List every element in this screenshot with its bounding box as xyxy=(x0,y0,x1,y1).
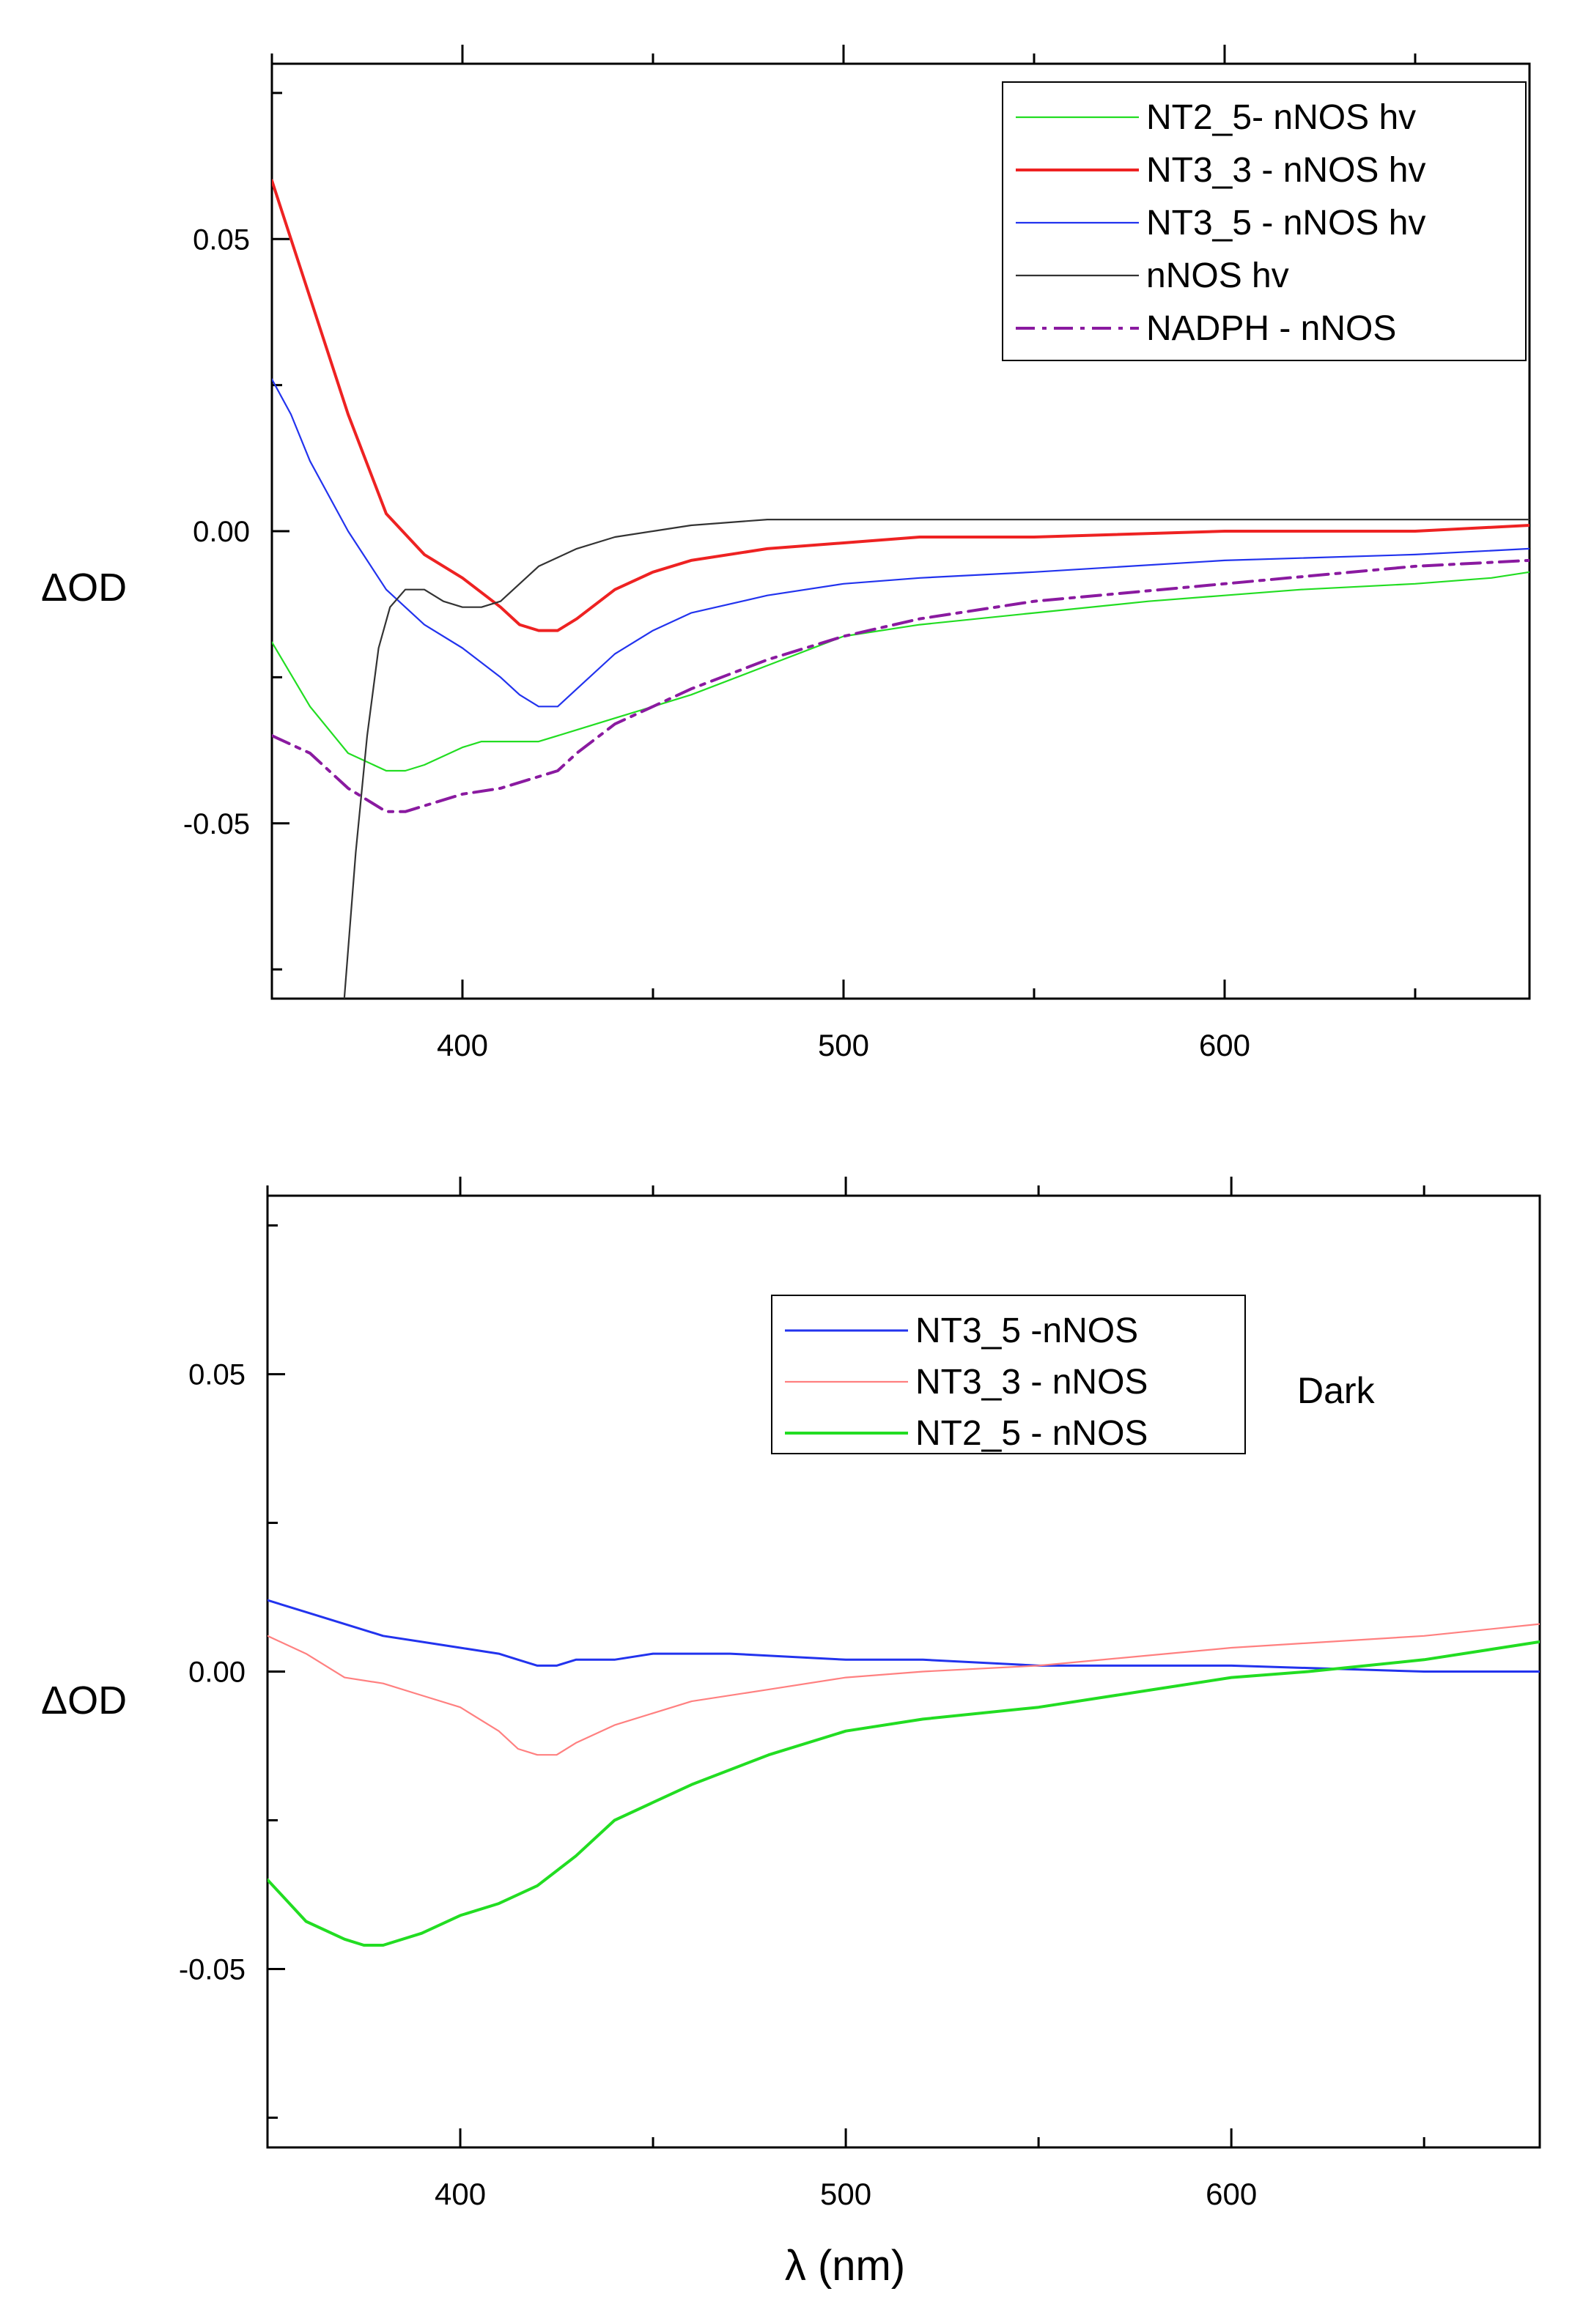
legend-label: NADPH - nNOS xyxy=(1146,309,1396,348)
annotation-dark: Dark xyxy=(1297,1370,1376,1411)
series-line xyxy=(272,378,1529,708)
legend-label: NT3_3 - nNOS xyxy=(915,1363,1148,1402)
y-tick-label: 0.05 xyxy=(193,223,250,256)
series-line xyxy=(272,571,1529,772)
series-line xyxy=(272,179,1529,632)
panel-bottom: 400 500 600 0.05 0.00 -0.05 ΔOD λ (nm) Dark NT3_5… xyxy=(41,1177,1541,2290)
x-tick-label: 400 xyxy=(437,1028,488,1062)
x-tick-label: 400 xyxy=(435,2177,486,2211)
y-tick-label: 0.05 xyxy=(188,1359,246,1391)
x-tick-label: 500 xyxy=(820,2177,871,2211)
legend-label: NT3_5 - nNOS hv xyxy=(1146,204,1425,243)
x-axis-label: λ (nm) xyxy=(785,2242,905,2290)
y-axis-label: ΔOD xyxy=(41,1679,127,1722)
legend-label: nNOS hv xyxy=(1146,256,1289,295)
legend-box xyxy=(1002,81,1527,361)
y-tick-label: -0.05 xyxy=(179,1953,246,1986)
x-tick-label: 500 xyxy=(818,1028,869,1062)
legend-label: NT3_5 -nNOS xyxy=(915,1311,1138,1350)
x-tick-label: 600 xyxy=(1206,2177,1257,2211)
series-line xyxy=(272,558,1529,813)
series-line xyxy=(267,1623,1540,1756)
legend-box xyxy=(771,1295,1246,1454)
x-tick-label: 600 xyxy=(1199,1028,1250,1062)
y-tick-label: -0.05 xyxy=(183,808,250,840)
panel-top: 400 500 600 0.05 0.00 -0.05 ΔOD NT2_5- nNOS hv N… xyxy=(41,45,1531,1062)
y-tick-label: 0.00 xyxy=(188,1657,246,1689)
legend-label: NT3_3 - nNOS hv xyxy=(1146,151,1425,190)
legend-label: NT2_5- nNOS hv xyxy=(1146,98,1416,137)
series-line xyxy=(267,1640,1540,1947)
legend-label: NT2_5 - nNOS xyxy=(915,1414,1148,1453)
y-axis-label: ΔOD xyxy=(41,566,127,610)
y-tick-label: 0.00 xyxy=(193,516,250,548)
series-line xyxy=(267,1599,1540,1673)
series-line xyxy=(343,519,1529,999)
